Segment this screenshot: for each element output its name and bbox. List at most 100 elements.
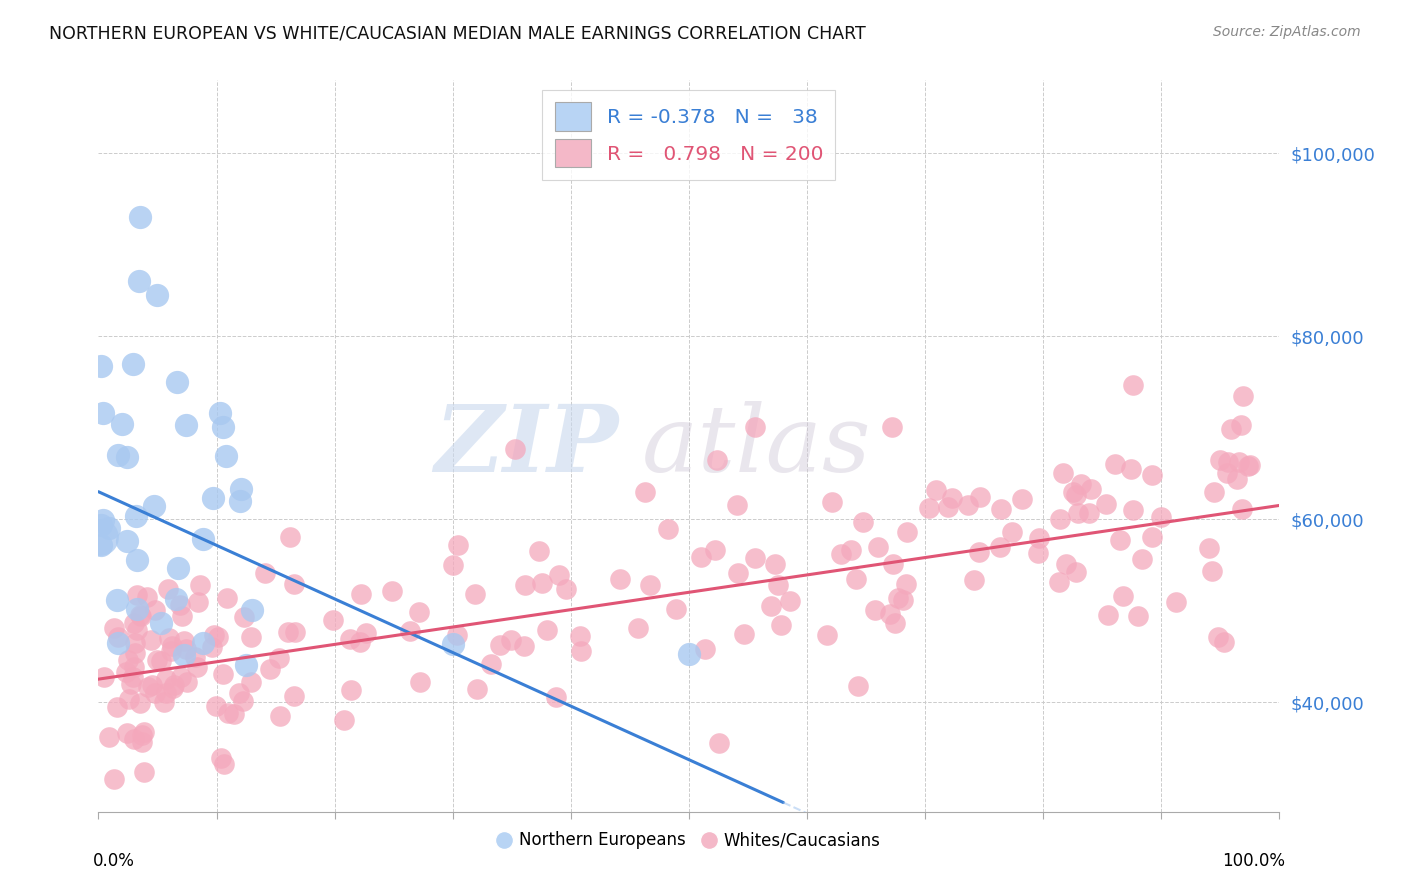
Point (111, 417, 134, 432)
Point (259, 662, 281, 676)
Point (845, 572, 868, 586)
Point (240, 674, 263, 689)
Point (170, 670, 193, 684)
Point (882, 558, 904, 572)
Point (98, 730, 121, 744)
Point (201, 640, 224, 654)
Point (269, 709, 291, 723)
Point (744, 420, 766, 434)
Point (136, 590, 159, 604)
Point (1070, 477, 1092, 491)
Point (693, 641, 716, 656)
Point (821, 495, 844, 509)
Point (725, 498, 748, 512)
Point (1054, 557, 1077, 571)
Point (891, 593, 914, 607)
Point (124, 646, 146, 660)
Point (963, 574, 986, 588)
Point (332, 713, 354, 727)
Point (235, 658, 257, 673)
Point (115, 450, 138, 464)
Point (638, 577, 661, 591)
Point (489, 638, 512, 652)
Point (118, 691, 141, 706)
Point (124, 659, 146, 673)
Point (129, 609, 152, 624)
Point (202, 491, 225, 505)
Point (136, 680, 159, 694)
Point (1052, 466, 1074, 480)
Point (1206, 630, 1229, 644)
Point (408, 606, 430, 620)
Point (569, 630, 592, 644)
Point (1126, 608, 1149, 623)
Point (499, 633, 522, 648)
Point (759, 599, 782, 613)
Point (193, 532, 215, 546)
Point (1130, 552, 1153, 566)
Point (1080, 482, 1102, 496)
Point (339, 682, 361, 697)
Point (98, 521, 121, 535)
Point (91, 513, 114, 527)
Point (852, 515, 875, 529)
Point (665, 602, 688, 616)
Point (657, 522, 679, 536)
Point (882, 420, 904, 434)
Point (936, 500, 959, 515)
Point (105, 700, 128, 714)
Point (1236, 459, 1258, 474)
Point (969, 490, 991, 504)
Point (887, 591, 910, 605)
Point (409, 675, 432, 690)
Point (547, 567, 569, 582)
Point (1232, 389, 1254, 403)
Point (125, 552, 148, 566)
Point (128, 211, 150, 225)
Point (925, 483, 948, 498)
Point (146, 288, 169, 302)
Point (706, 452, 728, 467)
Point (707, 736, 730, 750)
Point (232, 694, 254, 708)
Point (609, 572, 631, 586)
Point (988, 540, 1011, 554)
Point (1049, 512, 1071, 526)
Point (127, 601, 149, 615)
Point (188, 577, 211, 591)
Point (107, 636, 129, 650)
Point (240, 602, 263, 616)
Point (530, 575, 553, 590)
Point (187, 595, 209, 609)
Point (143, 499, 166, 513)
Point (145, 652, 167, 666)
Point (527, 544, 550, 558)
Point (1140, 468, 1163, 483)
Point (1062, 485, 1084, 500)
Point (167, 561, 190, 575)
Point (1209, 453, 1232, 467)
Point (139, 633, 162, 648)
Point (536, 624, 558, 638)
Point (153, 695, 176, 709)
Point (763, 558, 786, 572)
Point (1239, 458, 1261, 473)
Point (1011, 491, 1033, 506)
Point (1109, 533, 1132, 548)
Point (131, 728, 153, 742)
Point (441, 558, 464, 572)
Point (863, 603, 886, 617)
Point (1026, 546, 1049, 560)
Point (122, 731, 145, 746)
Point (149, 654, 172, 668)
Point (183, 649, 205, 664)
Point (815, 628, 838, 642)
Point (1213, 634, 1236, 648)
Point (1047, 575, 1070, 590)
Point (186, 659, 208, 673)
Point (1230, 418, 1253, 433)
Point (1028, 531, 1050, 545)
Point (690, 550, 713, 565)
Text: 100.0%: 100.0% (1222, 852, 1285, 870)
Text: ZIP: ZIP (434, 401, 619, 491)
